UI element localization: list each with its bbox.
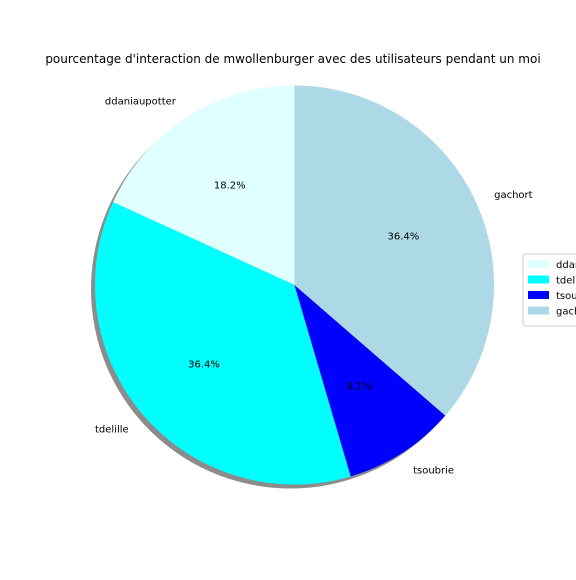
pie-slice-ddaniaupotter (113, 85, 295, 285)
pie-slice-tsoubrie (294, 285, 446, 477)
slice-value-label-ddaniaupotter: 18.2% (214, 180, 246, 191)
slice-value-label-tsoubrie: 9.1% (346, 382, 371, 393)
slice-label-gachort: gachort (494, 190, 533, 201)
slice-label-ddaniaupotter: ddaniaupotter (105, 96, 177, 107)
legend-swatch-tdelille (528, 275, 549, 284)
legend: ddaniaupotter tdelille tsoubrie gachort (522, 253, 576, 327)
legend-label-tdelille: tdelille (556, 276, 576, 287)
legend-swatch-gachort (528, 306, 549, 315)
slice-label-tsoubrie: tsoubrie (413, 466, 454, 477)
slice-value-label-gachort: 36.4% (388, 231, 420, 242)
legend-label-tsoubrie: tsoubrie (556, 291, 576, 302)
pie-slice-tdelille (94, 202, 351, 485)
slice-value-label-tdelille: 36.4% (188, 359, 220, 370)
chart-title: pourcentage d'interaction de mwollenburg… (45, 52, 540, 66)
pie-slices-layer (94, 85, 494, 485)
legend-swatch-ddaniaupotter (528, 260, 549, 268)
pie-labels-layer: ddaniaupotter 18.2% tdelille 36.4% tsoubrie 9… (95, 96, 533, 476)
slice-label-tdelille: tdelille (95, 425, 129, 436)
pie-slice-gachort (294, 85, 494, 416)
legend-swatch-tsoubrie (528, 291, 549, 299)
legend-label-gachort: gachort (556, 307, 576, 318)
legend-label-ddaniaupotter: ddaniaupotter (556, 260, 576, 271)
